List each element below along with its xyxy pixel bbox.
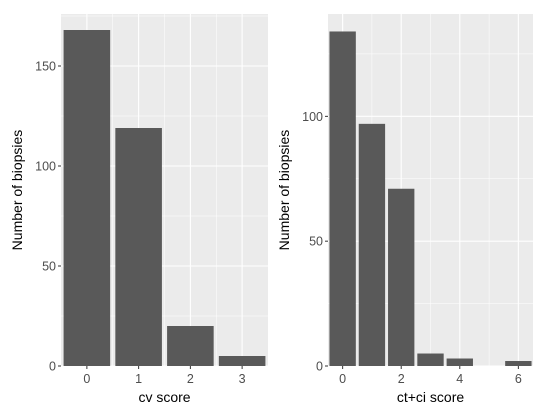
x-tick-label: 2 — [187, 372, 194, 386]
bar-2 — [388, 188, 415, 366]
bar-2 — [167, 326, 214, 366]
y-tick-label: 0 — [49, 360, 56, 374]
y-tick-label: 100 — [302, 110, 323, 124]
bar-0 — [329, 31, 356, 366]
bar-0 — [63, 30, 111, 366]
chart-ct-ci-score: 0 50 100 0 2 4 6 ct+ci score Number of biopsies — [276, 14, 533, 405]
x-tick-label: 3 — [239, 372, 246, 386]
bar-4 — [446, 358, 473, 366]
y-axis-title: Number of biopsies — [276, 130, 292, 251]
y-tick-label: 0 — [316, 360, 323, 374]
y-tick-label: 100 — [35, 160, 56, 174]
y-axis-title: Number of biopsies — [9, 130, 25, 251]
chart-cv-score: 0 50 100 150 0 1 2 3 cv score Number of biopsies — [9, 14, 268, 405]
bar-1 — [115, 128, 162, 366]
x-tick-label: 4 — [456, 372, 463, 386]
y-tick-label: 50 — [309, 235, 323, 249]
y-tick-label: 50 — [42, 260, 56, 274]
x-tick-label: 0 — [83, 372, 90, 386]
x-tick-label: 0 — [339, 372, 346, 386]
x-axis-title: cv score — [138, 389, 190, 405]
bar-3 — [417, 353, 444, 366]
x-tick-label: 6 — [515, 372, 522, 386]
x-tick-label: 1 — [135, 372, 142, 386]
bar-1 — [358, 123, 386, 367]
y-tick-label: 150 — [35, 60, 56, 74]
bar-6 — [505, 361, 532, 366]
bar-3 — [218, 356, 266, 366]
x-axis-title: ct+ci score — [397, 389, 465, 405]
x-tick-label: 2 — [398, 372, 405, 386]
